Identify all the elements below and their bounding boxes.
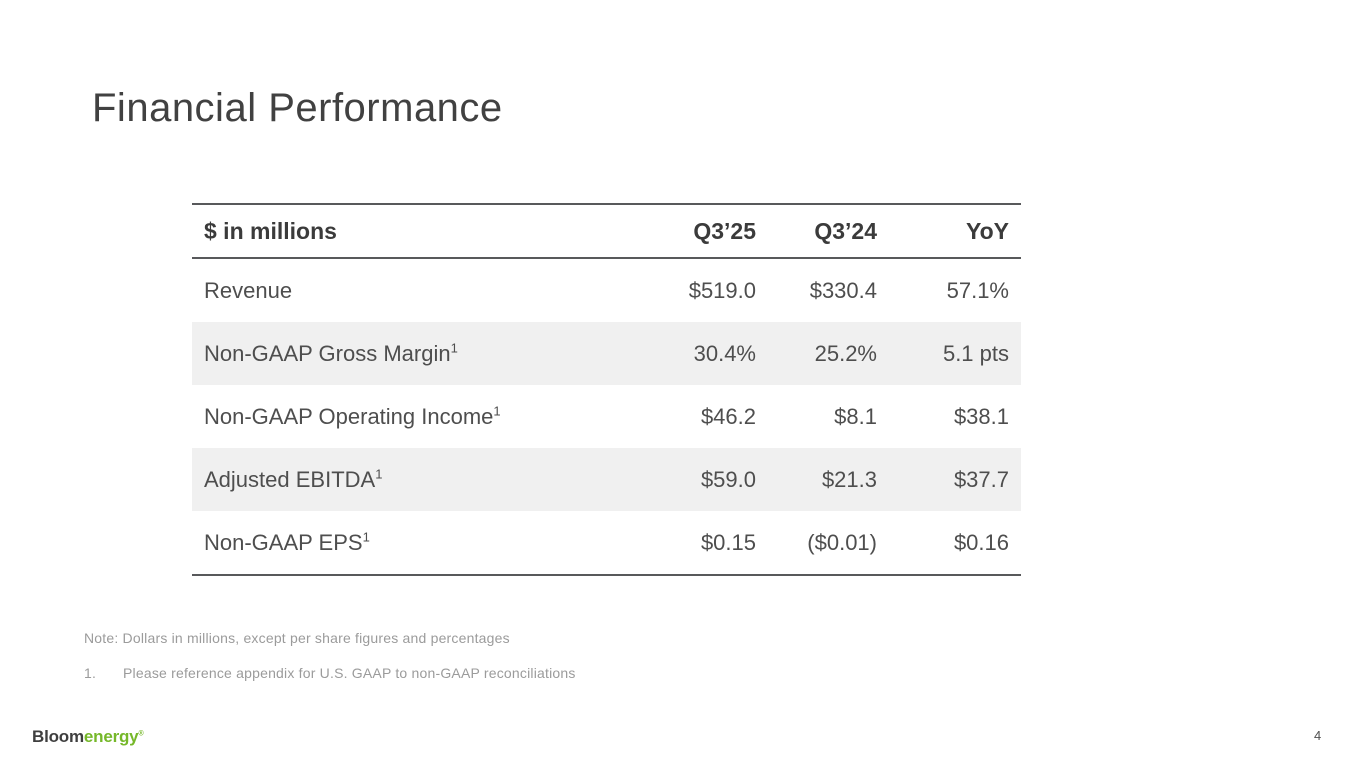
cell-q3-24: 25.2% [814, 340, 877, 366]
registered-trademark-icon: ® [138, 730, 144, 738]
footnote-superscript: 1 [450, 340, 458, 356]
cell-yoy: $38.1 [953, 403, 1009, 429]
table-row-operating-income: Non-GAAP Operating Income1 $46.2 $8.1 $3… [192, 385, 1021, 448]
cell-q3-24: ($0.01) [807, 529, 877, 555]
row-label-text: Adjusted EBITDA [204, 466, 376, 492]
table-body: Revenue $519.0 $330.4 57.1% Non-GAAP Gro… [192, 259, 1021, 576]
cell-q3-24: $21.3 [821, 466, 877, 492]
cell-q3-24: $8.1 [834, 403, 877, 429]
row-label: Adjusted EBITDA1 [192, 467, 635, 493]
cell-q3-25: 30.4% [693, 340, 756, 366]
row-label: Non-GAAP Gross Margin1 [192, 341, 635, 367]
cell-q3-25: $46.2 [700, 403, 756, 429]
header-col-yoy: YoY [965, 217, 1009, 244]
footnote-superscript: 1 [493, 403, 501, 419]
row-label-text: Non-GAAP Operating Income [204, 403, 494, 429]
row-label: Revenue [192, 278, 635, 304]
footnote-item-1: 1. Please reference appendix for U.S. GAA… [84, 665, 576, 681]
bloom-energy-logo: Bloomenergy® [32, 727, 144, 747]
row-label-text: Non-GAAP EPS [204, 529, 363, 555]
logo-bloom-text: Bloom [32, 727, 84, 746]
footnote-text: Please reference appendix for U.S. GAAP … [123, 665, 576, 681]
table-row-revenue: Revenue $519.0 $330.4 57.1% [192, 259, 1021, 322]
table-row-gross-margin: Non-GAAP Gross Margin1 30.4% 25.2% 5.1 p… [192, 322, 1021, 385]
footnote-note: Note: Dollars in millions, except per sh… [84, 630, 510, 646]
page-title: Financial Performance [92, 86, 503, 130]
cell-yoy: $37.7 [953, 466, 1009, 492]
row-label-text: Non-GAAP Gross Margin [204, 340, 451, 366]
cell-q3-25: $0.15 [700, 529, 756, 555]
row-label: Non-GAAP EPS1 [192, 530, 635, 556]
footnote-superscript: 1 [362, 529, 370, 545]
cell-q3-24: $330.4 [809, 277, 877, 303]
cell-q3-25: $59.0 [700, 466, 756, 492]
cell-q3-25: $519.0 [688, 277, 756, 303]
table-row-eps: Non-GAAP EPS1 $0.15 ($0.01) $0.16 [192, 511, 1021, 574]
footnote-superscript: 1 [375, 466, 383, 482]
table-row-adjusted-ebitda: Adjusted EBITDA1 $59.0 $21.3 $37.7 [192, 448, 1021, 511]
row-label: Non-GAAP Operating Income1 [192, 404, 635, 430]
logo-energy-text: energy [83, 727, 139, 746]
cell-yoy: 5.1 pts [942, 340, 1009, 366]
header-col-q3-25: Q3’25 [693, 217, 756, 244]
cell-yoy: 57.1% [946, 277, 1009, 303]
row-label-text: Revenue [204, 277, 293, 303]
financial-table: $ in millions Q3’25 Q3’24 YoY Revenue $5… [192, 203, 1021, 576]
table-header-row: $ in millions Q3’25 Q3’24 YoY [192, 203, 1021, 259]
cell-yoy: $0.16 [953, 529, 1009, 555]
footnote-number: 1. [84, 665, 97, 681]
header-col-q3-24: Q3’24 [814, 217, 877, 244]
header-units-label: $ in millions [204, 217, 337, 244]
page-number: 4 [1314, 728, 1322, 743]
